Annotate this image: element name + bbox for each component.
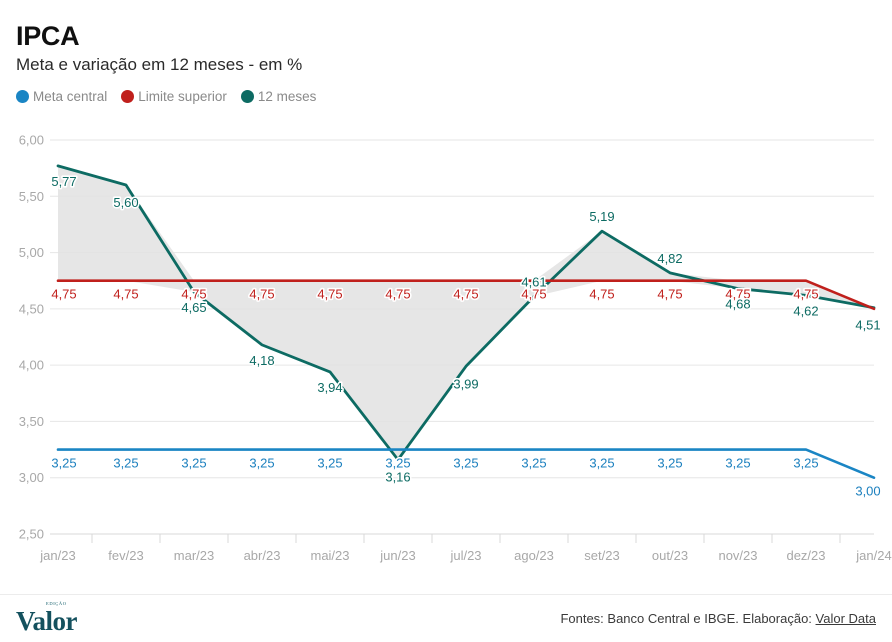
series-line-doze <box>56 164 876 462</box>
shaded-band <box>58 165 874 460</box>
y-axis-tick-label: 3,00 <box>19 470 44 485</box>
y-axis-tick-label: 4,50 <box>19 301 44 316</box>
x-axis-labels: jan/23 fev/23 mar/23 abr/23 mai/23 jun/23 jul/… <box>39 548 891 563</box>
chart-plot-area: 6,00 5,50 5,00 4,50 4,00 3,50 3,00 2,50 jan/23 f… <box>0 124 892 590</box>
x-axis-tick-label: mar/23 <box>174 548 214 563</box>
data-label-limite: 4,75 <box>51 287 76 302</box>
y-axis-tick-label: 5,00 <box>19 245 44 260</box>
x-axis-tick-label: mai/23 <box>310 548 349 563</box>
x-axis-tick-label: abr/23 <box>244 548 281 563</box>
data-label-doze: 5,19 <box>589 209 614 224</box>
brand-name: Valor <box>16 605 78 636</box>
band-between-series <box>58 165 874 460</box>
x-axis-tick-label: ago/23 <box>514 548 554 563</box>
legend-item-0[interactable]: Meta central <box>16 89 107 104</box>
data-label-meta: 3,25 <box>51 456 76 471</box>
legend-swatch-icon <box>240 89 254 103</box>
x-axis-tick-label: dez/23 <box>786 548 825 563</box>
series-line-limite <box>56 279 876 311</box>
data-label-limite: 4,75 <box>589 287 614 302</box>
x-axis-tick-label: jul/23 <box>449 548 481 563</box>
data-label-meta: 3,25 <box>453 456 478 471</box>
data-label-meta: 3,25 <box>793 456 818 471</box>
data-label-meta: 3,25 <box>589 456 614 471</box>
y-axis-tick-label: 5,50 <box>19 189 44 204</box>
series-line-meta <box>56 448 876 480</box>
data-label-meta: 3,25 <box>521 456 546 471</box>
data-label-meta: 3,25 <box>113 456 138 471</box>
legend-swatch-icon <box>121 89 135 103</box>
legend-item-2[interactable]: 12 meses <box>240 88 317 104</box>
y-axis-tick-label: 4,00 <box>19 358 44 373</box>
series-lines <box>56 164 876 480</box>
page-subtitle: Meta e variação em 12 meses - em % <box>16 55 303 75</box>
data-label-meta: 3,25 <box>317 456 342 471</box>
x-axis-tick-label: jan/23 <box>39 548 75 563</box>
data-label-meta: 3,25 <box>181 456 206 471</box>
data-label-doze: 5,77 <box>51 174 76 189</box>
y-axis-tick-label: 2,50 <box>19 527 44 542</box>
chart-header: IPCA Meta e variação em 12 meses - em % <box>0 0 892 76</box>
data-label-doze: 4,65 <box>181 300 206 315</box>
data-label-limite: 4,75 <box>453 287 478 302</box>
chart-legend: Meta central Limite superior 12 meses <box>16 89 892 104</box>
data-label-limite: 4,75 <box>317 287 342 302</box>
data-label-limite: 4,75 <box>521 287 546 302</box>
y-axis-tick-label: 6,00 <box>19 133 44 148</box>
data-label-doze: 3,99 <box>453 376 478 391</box>
data-label-meta: 3,25 <box>385 456 410 471</box>
legend-item-label: Limite superior <box>138 88 227 104</box>
legend-item-label: Meta central <box>33 88 108 104</box>
data-label-doze: 4,61 <box>521 274 546 289</box>
x-axis-tick-label: nov/23 <box>718 548 757 563</box>
data-label-doze: 5,60 <box>113 195 138 210</box>
source-prefix: Fontes: Banco Central e IBGE. Elaboração… <box>560 611 816 626</box>
legend-item-1[interactable]: Limite superior <box>121 89 227 104</box>
x-axis-tick-label: fev/23 <box>108 548 143 563</box>
data-label-limite: 4,75 <box>249 287 274 302</box>
line-chart: 6,00 5,50 5,00 4,50 4,00 3,50 3,00 2,50 jan/23 f… <box>19 133 892 564</box>
data-label-limite: 4,75 <box>657 287 682 302</box>
data-label-limite: 4,75 <box>113 287 138 302</box>
page-title: IPCA <box>16 21 80 51</box>
data-label-meta: 3,25 <box>725 456 750 471</box>
x-axis-tick-label: set/23 <box>584 548 619 563</box>
brand-kicker: EDIÇÃO <box>46 601 67 607</box>
data-label-meta: 3,25 <box>657 456 682 471</box>
data-label-doze: 4,51 <box>855 318 880 333</box>
data-label-limite: 4,75 <box>793 287 818 302</box>
x-axis-tick-label: jan/24 <box>855 548 891 563</box>
data-label-limite: 4,75 <box>385 287 410 302</box>
data-label-doze: 4,68 <box>725 297 750 312</box>
valor-logo: EDIÇÃO Valor <box>16 601 78 636</box>
chart-footer: EDIÇÃO Valor Fontes: Banco Central e IBG… <box>0 594 892 642</box>
data-label-doze: 4,82 <box>657 251 682 266</box>
x-axis-tick-label: jun/23 <box>379 548 415 563</box>
data-label-limite: 4,75 <box>725 287 750 302</box>
x-axis-tick-label: out/23 <box>652 548 688 563</box>
data-label-meta: 3,00 <box>855 484 880 499</box>
data-label-meta: 3,25 <box>249 456 274 471</box>
legend-swatch-icon <box>16 89 29 103</box>
y-axis-labels: 6,00 5,50 5,00 4,50 4,00 3,50 3,00 2,50 <box>19 133 44 542</box>
data-label-doze: 3,94 <box>317 380 342 395</box>
data-point-labels: 4,75 4,75 4,75 4,75 4,75 4,75 4,75 4,75 4,75 4,75… <box>50 172 883 500</box>
data-label-doze: 3,16 <box>385 470 410 485</box>
legend-item-label: 12 meses <box>257 88 317 104</box>
data-label-doze: 4,62 <box>793 303 818 318</box>
source-link[interactable]: Valor Data <box>815 611 876 626</box>
data-label-doze: 4,18 <box>249 353 274 368</box>
y-axis-tick-label: 3,50 <box>19 414 44 429</box>
data-label-limite: 4,75 <box>181 287 206 302</box>
x-axis <box>50 533 874 543</box>
source-note: Fontes: Banco Central e IBGE. Elaboração… <box>560 611 876 626</box>
